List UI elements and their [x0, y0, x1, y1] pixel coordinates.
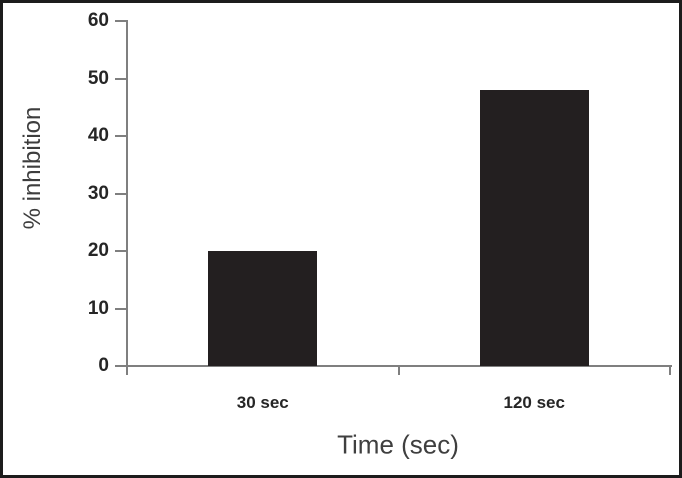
y-tick-label: 50 — [87, 67, 109, 89]
x-tick-mark — [126, 367, 128, 375]
category-label: 30 sec — [236, 393, 289, 412]
y-tick-mark — [115, 307, 126, 310]
y-tick-mark — [115, 365, 126, 367]
y-tick-label: 30 — [87, 182, 109, 204]
y-tick-mark — [115, 192, 126, 195]
y-tick-label: 60 — [87, 10, 109, 31]
y-tick-mark — [115, 250, 126, 252]
y-axis-title: % inhibition — [19, 106, 46, 230]
x-tick-mark — [397, 367, 400, 375]
y-axis-line — [126, 20, 128, 367]
bar-120-sec — [479, 90, 589, 366]
bar-30-sec — [208, 251, 318, 366]
x-axis-line — [126, 365, 672, 367]
y-tick-mark — [115, 20, 126, 22]
y-tick-label: 10 — [87, 297, 109, 319]
y-tick-mark — [115, 135, 126, 137]
category-label: 120 sec — [503, 393, 565, 412]
x-axis-title: Time (sec) — [337, 429, 459, 460]
y-tick-label: 40 — [87, 125, 109, 146]
x-tick-mark — [669, 367, 671, 375]
y-tick-label: 0 — [98, 355, 109, 376]
y-tick-label: 20 — [87, 240, 109, 261]
y-tick-mark — [115, 77, 126, 80]
